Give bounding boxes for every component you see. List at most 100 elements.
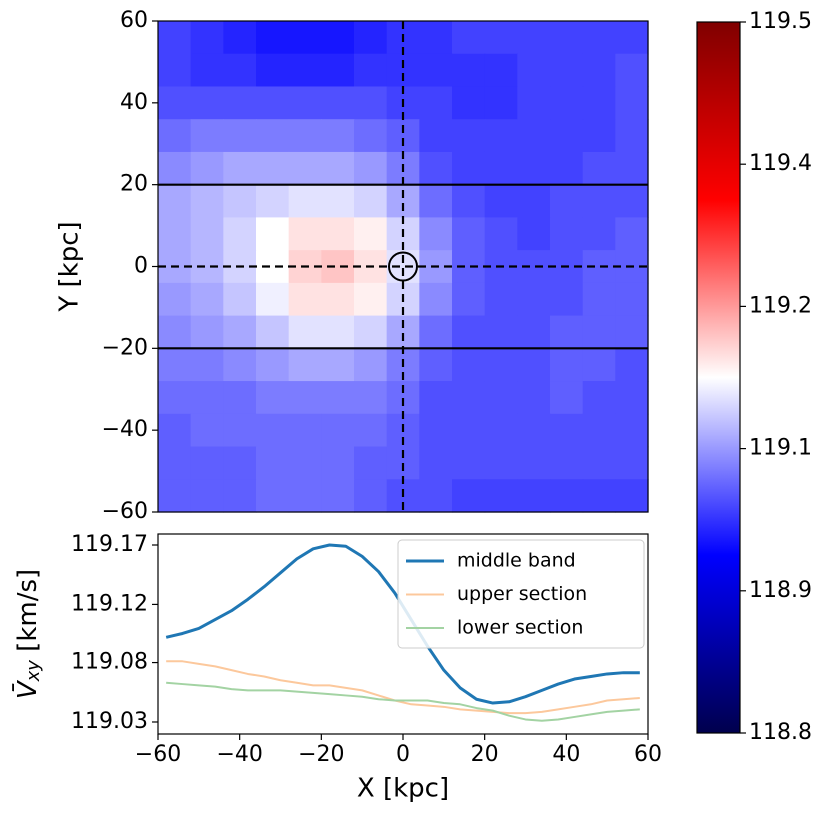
colorbar-tick-label: 119.4 bbox=[749, 151, 812, 176]
heat-cell bbox=[223, 413, 257, 448]
heat-cell bbox=[190, 446, 224, 480]
legend: middle band upper section lower section bbox=[397, 539, 645, 649]
heat-cell bbox=[354, 151, 388, 186]
x-tick-label: 40 bbox=[552, 742, 580, 767]
y-tick-label: −40 bbox=[102, 417, 148, 442]
heat-cell bbox=[354, 381, 388, 415]
heat-cell bbox=[190, 348, 224, 382]
legend-label: middle band bbox=[457, 550, 576, 572]
y-tick-label: 119.17 bbox=[71, 532, 148, 557]
heat-cell bbox=[386, 184, 420, 218]
heat-cell bbox=[582, 282, 616, 317]
heat-cell bbox=[452, 479, 486, 513]
heat-cell bbox=[615, 151, 649, 186]
heat-cell bbox=[223, 446, 257, 480]
heatmap-panel: 60 40 20 0 −20 −40 −60 Y [kpc] bbox=[55, 8, 649, 524]
heat-cell bbox=[158, 446, 192, 480]
x-tick-label: −40 bbox=[216, 742, 262, 767]
heat-cell bbox=[452, 282, 486, 317]
heat-cell bbox=[288, 282, 322, 317]
heat-cell bbox=[582, 53, 616, 88]
heat-cell bbox=[288, 348, 322, 382]
heat-cell bbox=[158, 119, 192, 153]
heat-cell bbox=[321, 184, 355, 218]
heat-cell bbox=[223, 21, 257, 55]
heat-cell bbox=[452, 184, 486, 218]
heat-cell bbox=[419, 282, 453, 317]
heat-cell bbox=[190, 21, 224, 55]
heat-cell bbox=[517, 479, 551, 513]
heat-cell bbox=[517, 381, 551, 415]
heat-cell bbox=[288, 446, 322, 480]
ylabel-symbol: V̄ bbox=[11, 679, 43, 699]
heat-cell bbox=[256, 479, 290, 513]
heat-cell bbox=[354, 282, 388, 317]
heat-cell bbox=[452, 315, 486, 349]
heat-cell bbox=[321, 315, 355, 349]
heat-cell bbox=[484, 21, 518, 55]
heat-cell bbox=[288, 21, 322, 55]
heat-cell bbox=[223, 151, 257, 186]
heat-cell bbox=[256, 250, 290, 284]
heat-cell bbox=[582, 315, 616, 349]
heat-cell bbox=[190, 217, 224, 251]
heat-cell bbox=[190, 119, 224, 153]
heat-cell bbox=[256, 53, 290, 88]
heat-cell bbox=[288, 86, 322, 120]
heat-cell bbox=[321, 348, 355, 382]
heat-cell bbox=[321, 119, 355, 153]
heat-cell bbox=[517, 315, 551, 349]
colorbar: 119.5 119.4 119.2 119.1 118.9 118.8 bbox=[696, 9, 812, 745]
heat-cell bbox=[419, 21, 453, 55]
heat-cell bbox=[419, 413, 453, 448]
heat-cell bbox=[615, 184, 649, 218]
heat-cell bbox=[484, 86, 518, 120]
heat-cell bbox=[615, 86, 649, 120]
heat-cell bbox=[582, 446, 616, 480]
heat-cell bbox=[419, 446, 453, 480]
heat-cell bbox=[354, 21, 388, 55]
heat-cell bbox=[419, 53, 453, 88]
heat-cell bbox=[288, 479, 322, 513]
legend-label: lower section bbox=[457, 617, 583, 639]
x-tick-label: 20 bbox=[471, 742, 499, 767]
series-line bbox=[166, 660, 640, 715]
heat-cell bbox=[615, 413, 649, 448]
heat-cell bbox=[484, 381, 518, 415]
heat-cell bbox=[354, 184, 388, 218]
heat-cell bbox=[582, 86, 616, 120]
heat-cell bbox=[223, 119, 257, 153]
x-tick-label: 0 bbox=[396, 742, 410, 767]
legend-label: upper section bbox=[457, 583, 587, 605]
heat-cell bbox=[452, 250, 486, 284]
heat-cell bbox=[223, 282, 257, 317]
heat-cell bbox=[354, 479, 388, 513]
y-tick-label: 119.03 bbox=[71, 709, 148, 734]
heat-cell bbox=[615, 119, 649, 153]
heat-cell bbox=[256, 119, 290, 153]
heat-cell bbox=[484, 479, 518, 513]
heat-cell bbox=[484, 446, 518, 480]
heat-cell bbox=[256, 446, 290, 480]
heat-cell bbox=[256, 413, 290, 448]
heat-cell bbox=[582, 21, 616, 55]
heat-cell bbox=[550, 479, 584, 513]
heat-cell bbox=[582, 348, 616, 382]
heat-cell bbox=[256, 282, 290, 317]
heat-cell bbox=[484, 151, 518, 186]
heat-cell bbox=[223, 381, 257, 415]
heat-cell bbox=[550, 413, 584, 448]
heat-cell bbox=[517, 53, 551, 88]
heat-cell bbox=[354, 53, 388, 88]
heat-cell bbox=[452, 53, 486, 88]
heat-cell bbox=[158, 86, 192, 120]
heat-cell bbox=[288, 381, 322, 415]
heat-cell bbox=[354, 315, 388, 349]
heat-cell bbox=[158, 381, 192, 415]
y-tick-label: −20 bbox=[102, 335, 148, 360]
heat-cell bbox=[550, 21, 584, 55]
heat-cell bbox=[256, 381, 290, 415]
heat-cell bbox=[615, 479, 649, 513]
heat-cell bbox=[223, 53, 257, 88]
